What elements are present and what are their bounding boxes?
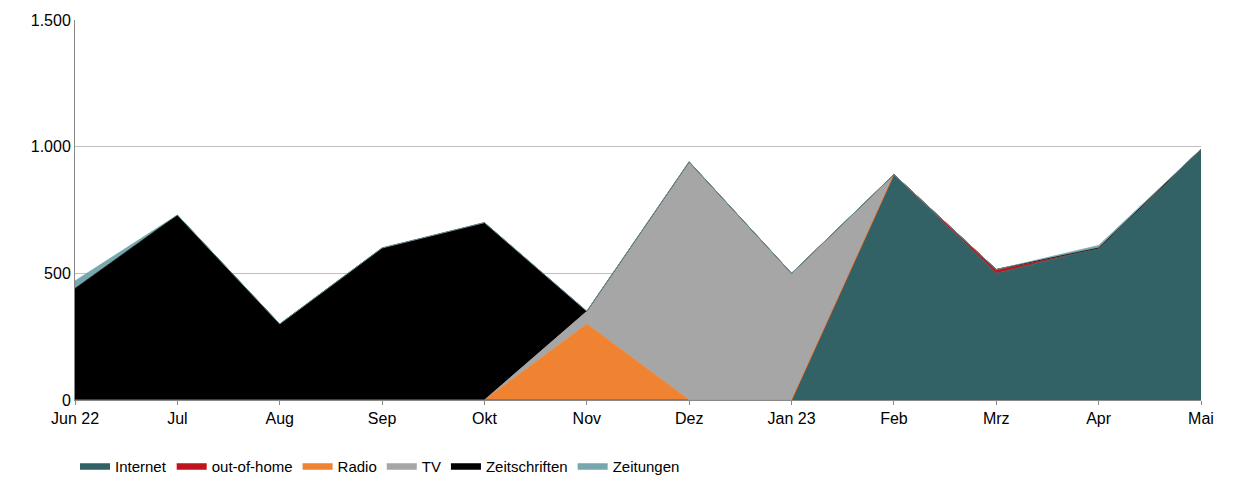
svg-text:500: 500 bbox=[44, 265, 71, 282]
svg-text:Okt: Okt bbox=[472, 410, 497, 427]
svg-text:0: 0 bbox=[62, 392, 71, 409]
svg-text:TV: TV bbox=[422, 458, 441, 475]
svg-text:Jul: Jul bbox=[167, 410, 187, 427]
svg-text:out-of-home: out-of-home bbox=[212, 458, 293, 475]
svg-text:Mai: Mai bbox=[1188, 410, 1214, 427]
svg-text:Internet: Internet bbox=[115, 458, 167, 475]
svg-text:Jun 22: Jun 22 bbox=[51, 410, 99, 427]
svg-text:Feb: Feb bbox=[880, 410, 908, 427]
svg-text:Aug: Aug bbox=[265, 410, 293, 427]
svg-text:Zeitschriften: Zeitschriften bbox=[486, 458, 568, 475]
svg-text:Apr: Apr bbox=[1086, 410, 1112, 427]
svg-text:Dez: Dez bbox=[675, 410, 703, 427]
svg-text:Mrz: Mrz bbox=[983, 410, 1010, 427]
svg-text:Nov: Nov bbox=[573, 410, 601, 427]
svg-text:Zeitungen: Zeitungen bbox=[613, 458, 680, 475]
svg-text:Jan 23: Jan 23 bbox=[768, 410, 816, 427]
svg-text:Sep: Sep bbox=[368, 410, 397, 427]
svg-text:1.500: 1.500 bbox=[31, 12, 71, 29]
svg-text:Radio: Radio bbox=[338, 458, 377, 475]
svg-text:1.000: 1.000 bbox=[31, 138, 71, 155]
